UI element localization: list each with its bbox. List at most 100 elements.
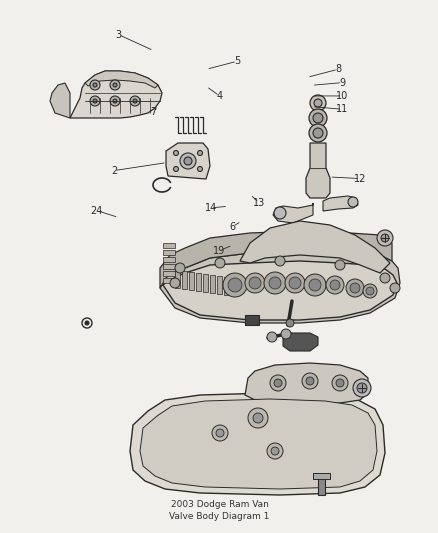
Text: 10: 10: [336, 91, 348, 101]
Circle shape: [113, 83, 117, 87]
Circle shape: [90, 80, 100, 90]
Text: 5: 5: [233, 56, 240, 66]
Polygon shape: [166, 143, 209, 179]
Circle shape: [252, 413, 262, 423]
Bar: [216, 276, 222, 294]
Circle shape: [285, 319, 293, 327]
Circle shape: [212, 425, 227, 441]
Text: 18: 18: [309, 230, 321, 239]
Bar: [312, 473, 329, 479]
Circle shape: [305, 377, 313, 385]
Circle shape: [223, 273, 247, 297]
Polygon shape: [162, 261, 396, 320]
Circle shape: [380, 234, 388, 242]
Circle shape: [173, 166, 178, 172]
Polygon shape: [140, 399, 376, 489]
Circle shape: [130, 96, 140, 106]
Text: 24: 24: [90, 206, 102, 215]
Circle shape: [303, 274, 325, 296]
Text: 11: 11: [336, 104, 348, 114]
Circle shape: [347, 197, 357, 207]
Circle shape: [113, 99, 117, 103]
Text: 2003 Dodge Ram Van
Valve Body Diagram 1: 2003 Dodge Ram Van Valve Body Diagram 1: [169, 500, 269, 521]
Circle shape: [180, 153, 195, 169]
Polygon shape: [244, 363, 367, 403]
Circle shape: [345, 279, 363, 297]
Circle shape: [308, 124, 326, 142]
Circle shape: [365, 287, 373, 295]
Bar: [244, 315, 258, 325]
Circle shape: [312, 113, 322, 123]
Circle shape: [335, 379, 343, 387]
Circle shape: [85, 321, 89, 325]
Bar: [162, 257, 175, 262]
Polygon shape: [159, 231, 391, 288]
Circle shape: [269, 375, 285, 391]
Text: 6: 6: [229, 222, 235, 231]
Bar: [189, 272, 194, 290]
Text: 12: 12: [353, 174, 365, 183]
Circle shape: [110, 96, 120, 106]
Circle shape: [270, 447, 279, 455]
Polygon shape: [70, 71, 162, 118]
Circle shape: [215, 429, 223, 437]
Circle shape: [247, 408, 267, 428]
Circle shape: [308, 109, 326, 127]
Bar: [162, 264, 175, 269]
Circle shape: [215, 258, 225, 268]
Circle shape: [284, 273, 304, 293]
Bar: [162, 250, 175, 255]
Polygon shape: [272, 203, 312, 223]
Text: 3: 3: [115, 30, 121, 39]
Circle shape: [352, 379, 370, 397]
Circle shape: [175, 263, 184, 273]
Circle shape: [312, 128, 322, 138]
Bar: [223, 277, 229, 295]
Circle shape: [280, 329, 290, 339]
Text: 17: 17: [331, 440, 343, 450]
Polygon shape: [305, 143, 329, 198]
Polygon shape: [283, 333, 317, 351]
Circle shape: [273, 379, 281, 387]
Circle shape: [173, 150, 178, 156]
Polygon shape: [159, 251, 399, 323]
Circle shape: [184, 157, 191, 165]
Text: 20: 20: [353, 248, 365, 258]
Circle shape: [309, 95, 325, 111]
Circle shape: [197, 166, 202, 172]
Text: 8: 8: [334, 64, 340, 74]
Polygon shape: [85, 71, 158, 88]
Circle shape: [93, 83, 97, 87]
Circle shape: [349, 283, 359, 293]
Circle shape: [362, 284, 376, 298]
Circle shape: [376, 230, 392, 246]
Circle shape: [266, 443, 283, 459]
Circle shape: [110, 80, 120, 90]
Bar: [202, 274, 208, 292]
Circle shape: [288, 277, 300, 289]
Circle shape: [197, 150, 202, 156]
Text: 7: 7: [150, 107, 156, 117]
Text: 13: 13: [252, 198, 265, 207]
Circle shape: [313, 99, 321, 107]
Text: 14: 14: [204, 203, 216, 213]
Circle shape: [389, 283, 399, 293]
Circle shape: [356, 383, 366, 393]
Polygon shape: [50, 83, 70, 118]
Circle shape: [301, 373, 317, 389]
Circle shape: [248, 277, 261, 289]
Circle shape: [274, 256, 284, 266]
Text: 4: 4: [216, 91, 222, 101]
Circle shape: [273, 207, 285, 219]
Bar: [209, 275, 215, 293]
Polygon shape: [130, 393, 384, 495]
Bar: [175, 270, 180, 288]
Circle shape: [170, 278, 180, 288]
Circle shape: [263, 272, 285, 294]
Polygon shape: [322, 196, 357, 211]
Circle shape: [331, 375, 347, 391]
Circle shape: [227, 278, 241, 292]
Text: 15: 15: [353, 374, 365, 383]
Circle shape: [133, 99, 137, 103]
Text: 9: 9: [339, 78, 345, 87]
